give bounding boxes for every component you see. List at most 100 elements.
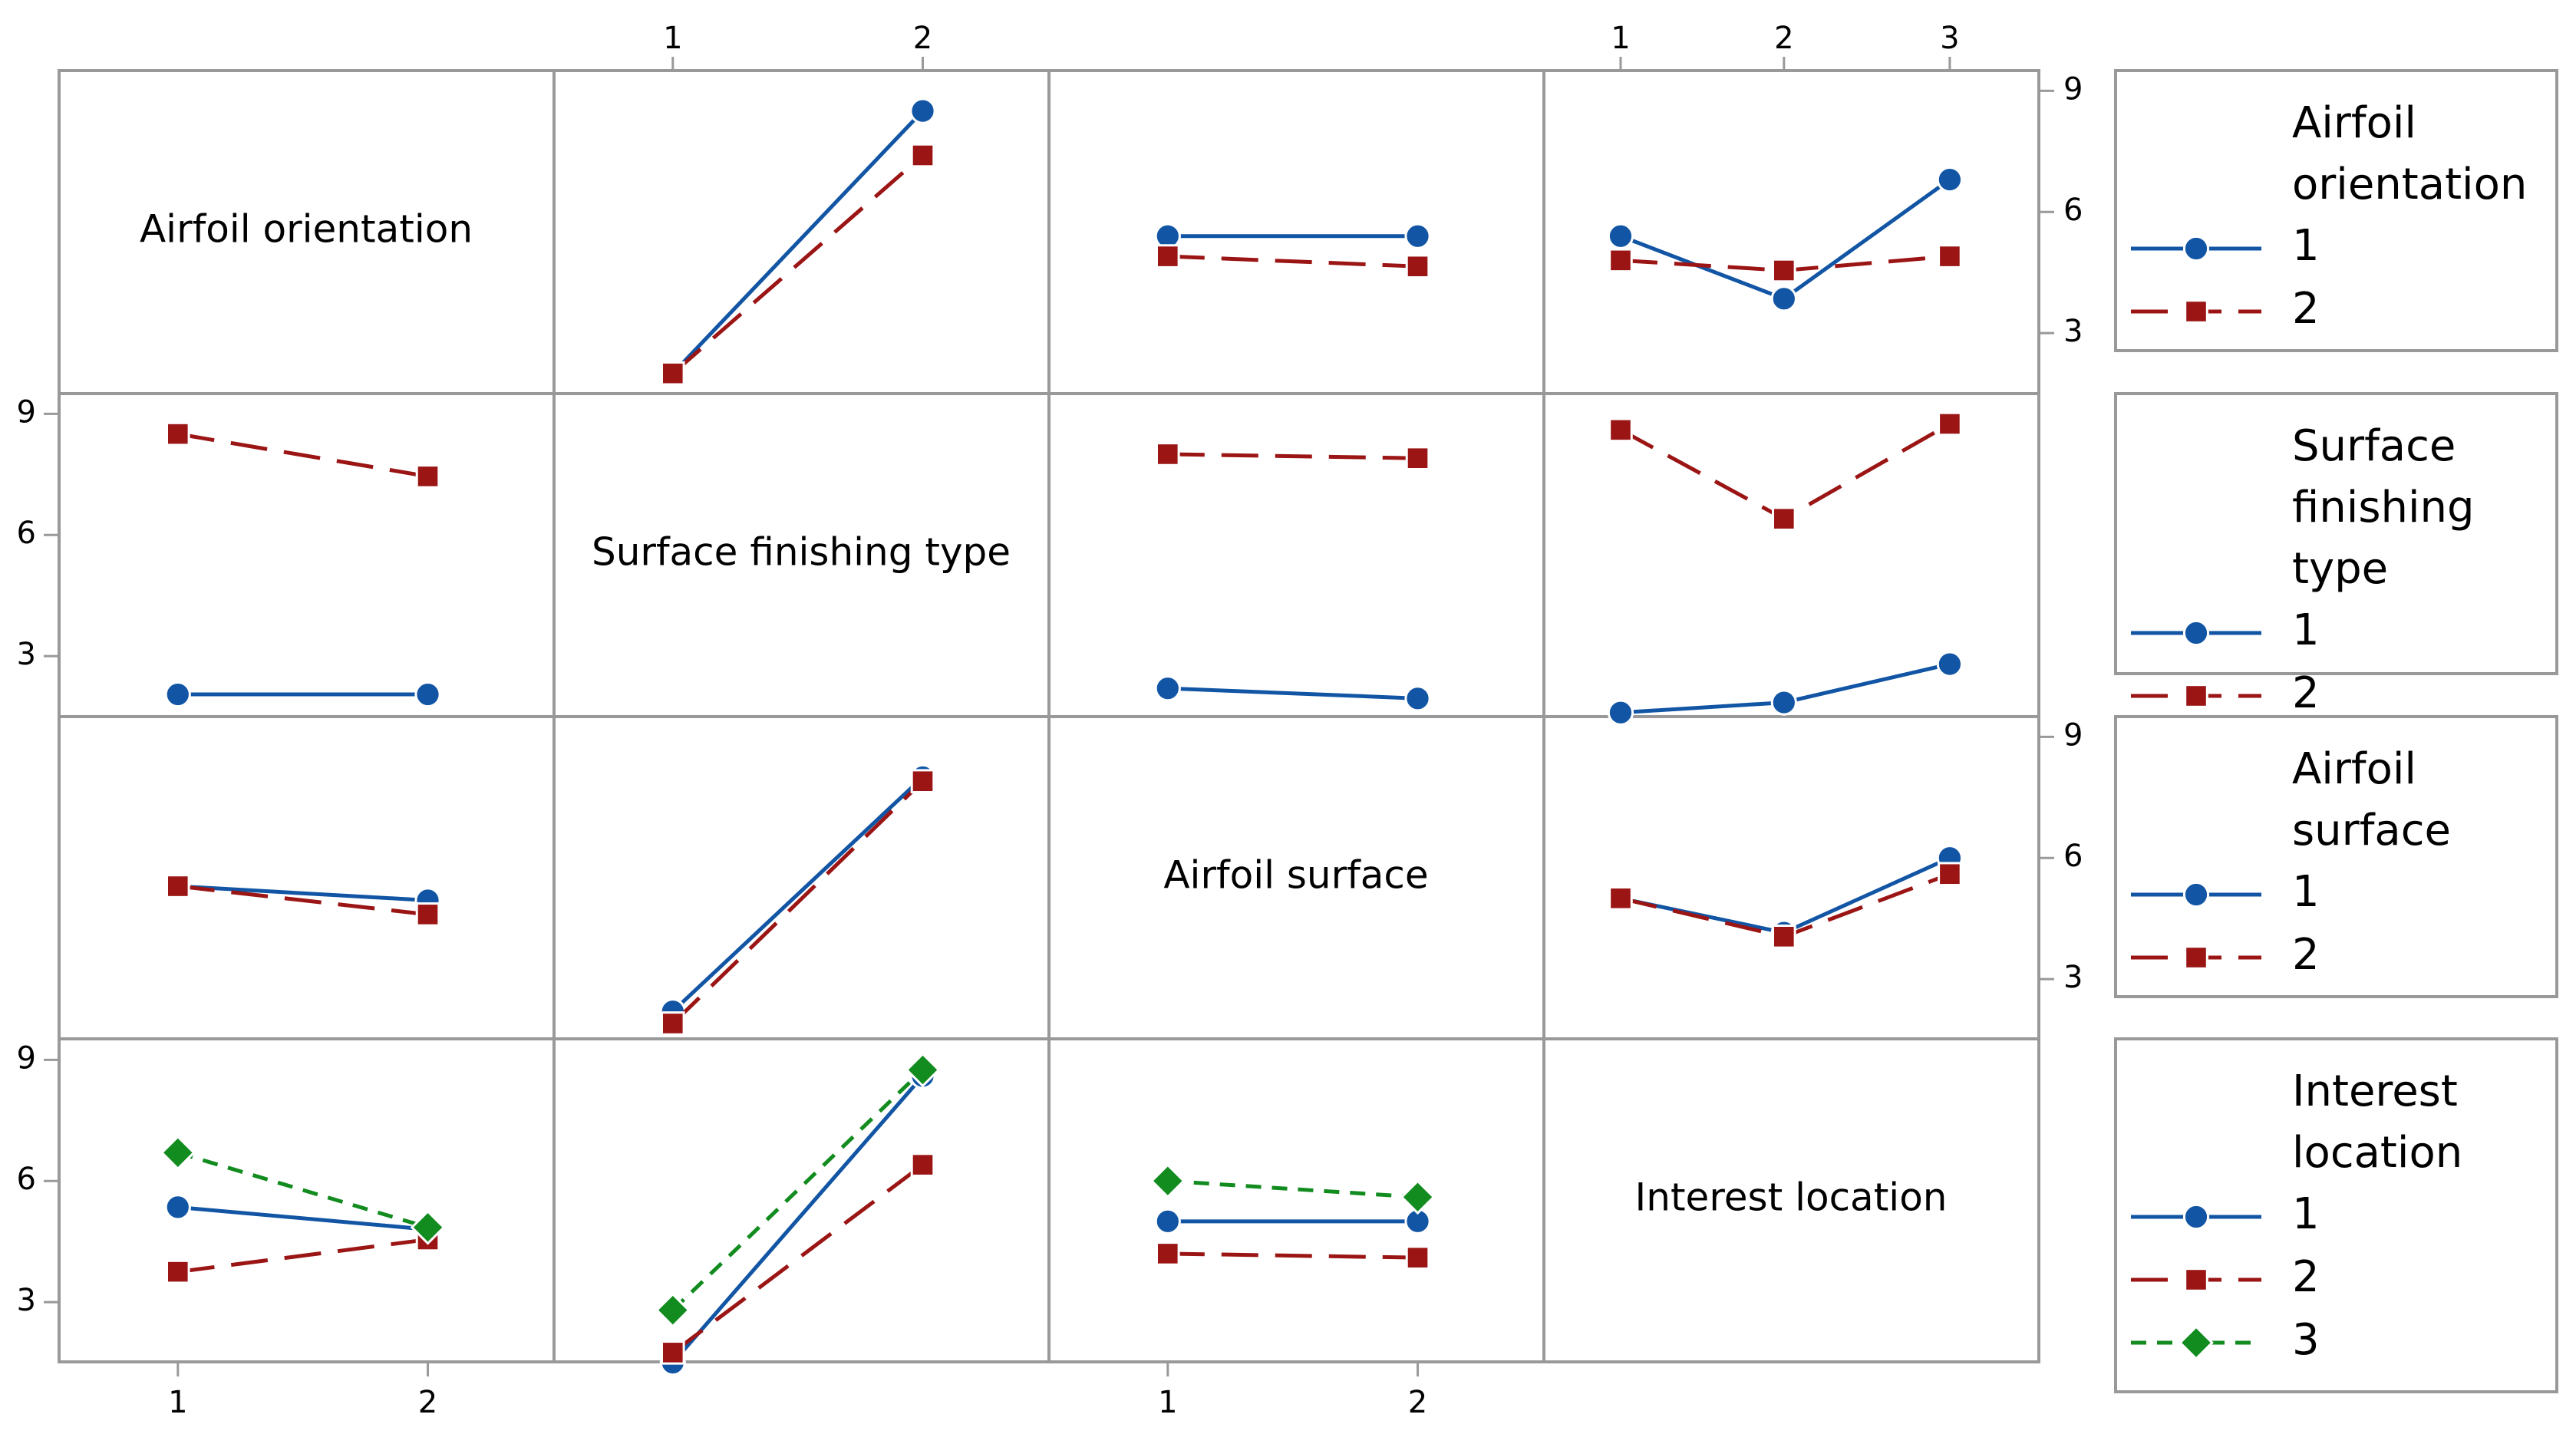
series-line-r2-c0-level1 (177, 884, 428, 902)
data-point-r0-c2-level2-1 (1156, 244, 1180, 269)
data-point-r3-c1-level2-1 (661, 1340, 685, 1365)
y-tick-label-left-row3-9: 9 (17, 1040, 36, 1076)
data-point-r0-c1-level2-1 (661, 361, 685, 386)
panel-r0-c3 (1607, 166, 1963, 312)
legend-4-title-line-1: Interest (2292, 1066, 2458, 1116)
legend-2-swatch-marker-1 (2182, 619, 2210, 647)
legend-3-swatch-marker-2 (2184, 945, 2208, 970)
x-tick-label-bottom-col2-1: 1 (1158, 1385, 1177, 1420)
y-tick-label-left-row3-3: 3 (17, 1283, 36, 1318)
data-point-r0-c3-level2-3 (1938, 244, 1962, 269)
x-tick-label-top-col3-3: 3 (1940, 21, 1959, 56)
data-point-r0-c2-level2-2 (1405, 254, 1430, 279)
y-tick-label-left-row1-3: 3 (17, 637, 36, 672)
data-point-r2-c1-level2-1 (661, 1011, 685, 1036)
legend-2-title-line-2: finishing (2292, 483, 2475, 532)
legend-2-title-line-3: type (2292, 544, 2388, 594)
diag-label-interest-location: Interest location (1635, 1175, 1948, 1220)
panel-r2-c1 (659, 763, 936, 1036)
series-line-r1-c0-level2 (177, 432, 428, 479)
panel-r3-c1 (655, 1052, 941, 1376)
y-tick-label-right-row0-3: 3 (2063, 314, 2083, 349)
legend-3-entry-2: 2 (2292, 930, 2320, 980)
data-point-r3-c0-level3-2 (410, 1209, 446, 1245)
series-line-r0-c1-level1 (671, 109, 925, 375)
diag-label-airfoil-orientation: Airfoil orientation (140, 207, 473, 252)
data-point-r1-c0-level2-1 (166, 421, 190, 447)
legend-4-title-line-2: location (2292, 1128, 2462, 1178)
y-tick-label-right-row2-9: 9 (2063, 717, 2083, 753)
series-line-r2-c1-level2 (671, 780, 925, 1025)
series-line-r3-c0-level2 (177, 1238, 428, 1274)
panel-r1-c2 (1154, 442, 1431, 712)
panel-r3-c0 (160, 1135, 446, 1284)
series-line-r1-c2-level2 (1167, 452, 1418, 460)
series-line-r1-c2-level1 (1167, 686, 1418, 701)
series-line-r0-c2-level2 (1167, 254, 1418, 269)
panel-r0-c2 (1154, 223, 1431, 279)
series-line-r3-c2-level2 (1167, 1251, 1418, 1260)
series-line-r0-c1-level2 (671, 153, 925, 375)
series-line-r2-c1-level1 (671, 776, 925, 1013)
data-point-r1-c0-level2-2 (415, 464, 440, 489)
panel-r1-c3 (1607, 411, 1963, 726)
data-point-r3-c1-level3-1 (655, 1292, 691, 1328)
data-point-r2-c3-level2-1 (1608, 886, 1633, 911)
x-tick-label-bottom-col0-1: 1 (168, 1385, 187, 1420)
legend-3-entry-1: 1 (2292, 867, 2320, 917)
data-point-r0-c3-level2-1 (1608, 248, 1633, 273)
diagonal-labels: Airfoil orientation Surface finishing ty… (140, 207, 1948, 1220)
y-tick-label-left-row1-6: 6 (17, 516, 36, 551)
x-tick-label-bottom-col0-2: 2 (418, 1385, 437, 1420)
data-point-r3-c0-level3-1 (160, 1135, 196, 1171)
series-line-r2-c0-level2 (177, 884, 428, 917)
data-point-r1-c2-level1-2 (1404, 685, 1431, 712)
series-line-r3-c0-level1 (177, 1205, 428, 1231)
legend-2: Surface finishing type 1 2 (2114, 392, 2558, 718)
data-point-r2-c0-level2-1 (166, 874, 190, 898)
x-tick-label-top-col1-1: 1 (663, 21, 682, 56)
series-line-r3-c0-level3 (177, 1150, 429, 1230)
legend-2-entry-2: 2 (2292, 668, 2320, 718)
data-point-r0-c3-level2-2 (1772, 258, 1796, 283)
data-point-r3-c2-level2-1 (1156, 1241, 1180, 1266)
legend-1-swatch-marker-1 (2182, 235, 2210, 262)
legend-4-swatch-marker-1 (2182, 1203, 2210, 1231)
data-point-r0-c1-level2-2 (910, 143, 935, 168)
legend-2-swatch-marker-2 (2184, 684, 2208, 708)
series-layer (160, 97, 1963, 1376)
series-line-r3-c1-level3 (671, 1068, 925, 1312)
legend-4-entry-2: 2 (2292, 1252, 2320, 1302)
legend-4: Interest location 1 2 3 (2114, 1037, 2558, 1393)
legend-4-entry-1: 1 (2292, 1189, 2320, 1239)
panel-r3-c2 (1149, 1163, 1436, 1270)
legend-4-swatch-marker-3 (2179, 1325, 2214, 1360)
legend-1-swatch-marker-2 (2184, 299, 2208, 324)
panel-r2-c3 (1607, 845, 1963, 949)
x-tick-label-top-col1-2: 2 (913, 21, 932, 56)
data-point-r1-c3-level2-1 (1608, 417, 1633, 443)
data-point-r2-c1-level2-2 (910, 769, 935, 794)
legend-2-title-line-1: Surface (2292, 421, 2456, 471)
diag-label-airfoil-surface: Airfoil surface (1163, 853, 1428, 898)
data-point-r3-c1-level3-2 (905, 1052, 941, 1088)
y-tick-label-left-row1-9: 9 (17, 394, 36, 430)
y-tick-label-right-row2-6: 6 (2063, 839, 2083, 874)
data-point-r0-c3-level1-1 (1607, 223, 1634, 249)
data-point-r0-c3-level1-3 (1936, 166, 1963, 193)
data-point-r1-c3-level1-3 (1936, 651, 1963, 677)
data-point-r1-c3-level1-2 (1770, 689, 1797, 716)
data-point-r2-c3-level2-3 (1938, 862, 1962, 887)
legends: Airfoil orientation 1 2 Surface finishing type… (2114, 69, 2558, 1393)
data-point-r1-c3-level1-1 (1607, 699, 1634, 726)
y-tick-label-right-row0-9: 9 (2063, 71, 2083, 107)
data-point-r3-c0-level1-1 (164, 1194, 191, 1221)
legend-1-entry-1: 1 (2292, 221, 2320, 271)
data-point-r3-c2-level1-1 (1154, 1208, 1181, 1235)
data-point-r3-c2-level2-2 (1405, 1245, 1430, 1270)
y-tick-label-right-row2-3: 3 (2063, 960, 2083, 995)
legend-4-swatch-marker-2 (2184, 1268, 2208, 1292)
data-point-r1-c3-level2-3 (1938, 411, 1962, 437)
